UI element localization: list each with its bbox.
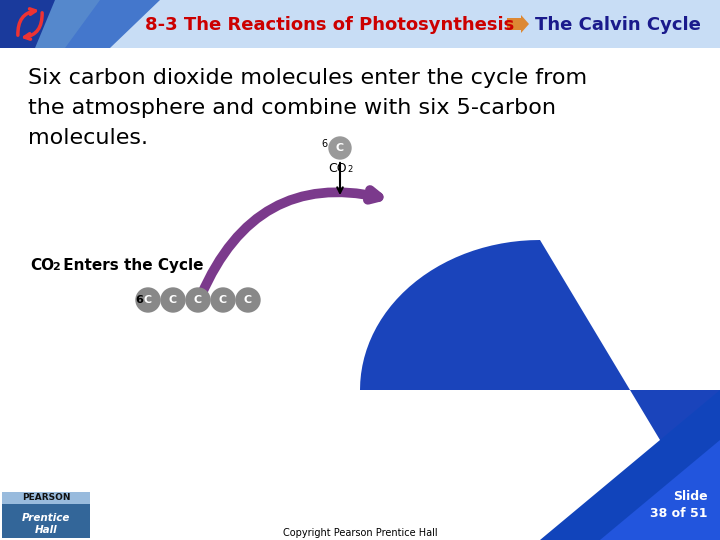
Text: C: C xyxy=(194,295,202,305)
Circle shape xyxy=(236,288,260,312)
FancyArrowPatch shape xyxy=(18,9,35,35)
Circle shape xyxy=(211,288,235,312)
Text: C: C xyxy=(144,295,152,305)
Text: the atmosphere and combine with six 5-carbon: the atmosphere and combine with six 5-ca… xyxy=(28,98,556,118)
Polygon shape xyxy=(507,15,529,33)
Text: Slide
38 of 51: Slide 38 of 51 xyxy=(650,490,708,520)
Text: molecules.: molecules. xyxy=(28,128,148,148)
Text: Six carbon dioxide molecules enter the cycle from: Six carbon dioxide molecules enter the c… xyxy=(28,68,587,88)
Text: 6: 6 xyxy=(135,295,143,305)
Text: CO: CO xyxy=(30,258,54,273)
Text: C: C xyxy=(219,295,227,305)
Polygon shape xyxy=(0,0,100,48)
Text: C: C xyxy=(169,295,177,305)
Circle shape xyxy=(161,288,185,312)
Polygon shape xyxy=(360,240,720,540)
Polygon shape xyxy=(0,0,55,48)
Text: CO: CO xyxy=(329,162,347,175)
Text: Enters the Cycle: Enters the Cycle xyxy=(58,258,204,273)
Circle shape xyxy=(136,288,160,312)
Polygon shape xyxy=(540,390,720,540)
Text: Prentice: Prentice xyxy=(22,513,70,523)
Text: C: C xyxy=(244,295,252,305)
Polygon shape xyxy=(2,492,90,538)
FancyArrowPatch shape xyxy=(24,13,42,39)
Text: 2: 2 xyxy=(52,262,60,272)
Text: 8-3 The Reactions of Photosynthesis: 8-3 The Reactions of Photosynthesis xyxy=(145,16,515,34)
Polygon shape xyxy=(0,0,720,48)
Text: The Calvin Cycle: The Calvin Cycle xyxy=(535,16,701,34)
Polygon shape xyxy=(0,0,160,48)
Text: Copyright Pearson Prentice Hall: Copyright Pearson Prentice Hall xyxy=(283,528,437,538)
Text: C: C xyxy=(336,143,344,153)
Text: Hall: Hall xyxy=(35,525,58,535)
Circle shape xyxy=(329,137,351,159)
Text: PEARSON: PEARSON xyxy=(22,492,71,502)
Text: 6: 6 xyxy=(321,139,327,149)
Text: 2: 2 xyxy=(347,165,353,174)
Polygon shape xyxy=(600,440,720,540)
Circle shape xyxy=(186,288,210,312)
Polygon shape xyxy=(2,492,90,504)
FancyArrowPatch shape xyxy=(201,190,379,295)
